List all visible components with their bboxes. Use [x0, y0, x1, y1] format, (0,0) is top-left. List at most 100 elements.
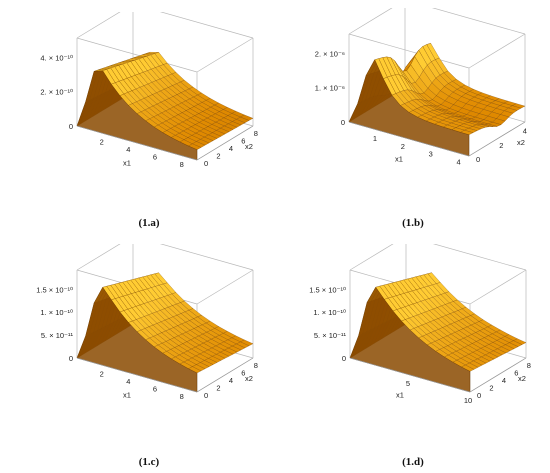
front-axes	[349, 357, 527, 393]
box-edge	[76, 12, 121, 39]
x2-axis-label: x2	[518, 374, 526, 383]
z-tick-label: 2. × 10⁻⁶	[315, 49, 345, 58]
surface-front-face	[76, 70, 198, 161]
box-edge	[76, 244, 121, 271]
box-edge	[196, 269, 254, 305]
x2-ticks: 0 2 4	[476, 127, 527, 164]
x1-tick-label: 2	[100, 370, 104, 379]
front-axes	[76, 357, 254, 393]
surface-mesh	[76, 272, 254, 393]
x1-axis-label: x1	[395, 154, 403, 163]
x1-tick-label: 10	[464, 396, 472, 405]
z-ticks: 0 1. × 10⁻⁶ 2. × 10⁻⁶	[315, 49, 345, 127]
z-ticks: 0 5. × 10⁻¹¹ 1. × 10⁻¹⁰ 1.5 × 10⁻¹⁰	[36, 285, 73, 363]
x2-axis-line	[469, 357, 527, 393]
x1-tick-label: 2	[100, 138, 104, 147]
front-axes	[348, 121, 526, 157]
x2-tick-label: 2	[216, 151, 220, 160]
caption-1c: (1.c)	[138, 456, 160, 468]
surface-mesh	[348, 42, 526, 157]
x2-tick-label: 6	[241, 136, 245, 145]
z-tick-label: 0	[69, 354, 73, 363]
x1-tick-label: 6	[153, 385, 157, 394]
x2-axis-line	[196, 357, 254, 393]
z-ticks: 0 5. × 10⁻¹¹ 1. × 10⁻¹⁰ 1.5 × 10⁻¹⁰	[309, 285, 346, 363]
x2-tick-label: 6	[241, 368, 245, 377]
x1-tick-label: 2	[401, 142, 405, 151]
box-edge	[159, 244, 254, 271]
x2-tick-label: 8	[254, 361, 258, 370]
surface-mesh	[76, 51, 254, 161]
box-edge	[76, 37, 198, 73]
x2-axis-label: x2	[517, 138, 525, 147]
x2-axis-line	[468, 121, 526, 157]
surface-front-face	[349, 286, 471, 393]
box-edge	[348, 8, 393, 35]
x1-ticks: 2 4 6 8	[100, 370, 184, 402]
x2-axis-line	[196, 125, 254, 161]
x1-tick-label: 8	[180, 160, 184, 169]
x1-tick-label: 3	[429, 150, 433, 159]
box-edge	[431, 8, 526, 35]
x1-axis-line	[348, 121, 470, 157]
x2-tick-label: 4	[502, 376, 506, 385]
box-edge	[348, 33, 470, 69]
z-tick-label: 1. × 10⁻¹⁰	[313, 308, 346, 317]
z-tick-label: 1. × 10⁻¹⁰	[40, 308, 73, 317]
box-edge	[349, 244, 394, 271]
x2-tick-label: 8	[254, 129, 258, 138]
x1-axis-line	[76, 125, 198, 161]
x1-axis-label: x1	[123, 158, 131, 167]
z-tick-label: 1.5 × 10⁻¹⁰	[309, 285, 346, 294]
x1-tick-label: 4	[126, 145, 130, 154]
z-ticks: 0 2. × 10⁻¹⁰ 4. × 10⁻¹⁰	[40, 53, 73, 131]
z-tick-label: 1. × 10⁻⁶	[315, 84, 345, 93]
box-edge	[159, 12, 254, 39]
x1-tick-label: 5	[406, 379, 410, 388]
x2-tick-label: 0	[204, 159, 208, 168]
surface-plot-1a: 2 4 6 8 x1 0 2 4 6 8 x2 0 2. × 10⁻¹⁰ 4. × 10⁻¹⁰	[17, 12, 267, 182]
x1-ticks: 2 4 6 8	[100, 138, 184, 170]
surface-plot-1c: 2 4 6 8 x1 0 2 4 6 8 x2 0 5. × 10⁻¹¹ 1. × 10⁻¹⁰ 1.5 × …	[17, 244, 267, 414]
front-axes	[76, 125, 254, 161]
surface-plot-1b: 1 2 3 4 x1 0 2 4 x2 0 1. × 10⁻⁶ 2. × 10⁻⁶	[289, 8, 539, 178]
x2-axis-label: x2	[245, 374, 253, 383]
z-tick-label: 0	[69, 122, 73, 131]
x2-tick-label: 0	[204, 391, 208, 400]
x2-tick-label: 0	[477, 391, 481, 400]
box-edge	[196, 37, 254, 73]
x1-tick-label: 4	[457, 158, 461, 167]
x1-tick-label: 1	[373, 134, 377, 143]
x2-tick-label: 0	[476, 155, 480, 164]
x2-tick-label: 4	[229, 144, 233, 153]
x1-axis-label: x1	[123, 390, 131, 399]
x1-ticks: 1 2 3 4	[373, 134, 461, 167]
x2-tick-label: 2	[489, 383, 493, 392]
caption-1a: (1.a)	[138, 217, 160, 229]
box-edge	[468, 33, 526, 69]
x2-tick-label: 4	[229, 376, 233, 385]
z-tick-label: 1.5 × 10⁻¹⁰	[36, 285, 73, 294]
caption-1b: (1.b)	[402, 217, 424, 229]
z-tick-label: 5. × 10⁻¹¹	[314, 331, 347, 340]
x1-axis-line	[349, 357, 471, 393]
z-tick-label: 5. × 10⁻¹¹	[41, 331, 74, 340]
caption-1d: (1.d)	[402, 456, 424, 468]
surface-plot-2: 1 2 3 4 x1 0 2 4 x2 0 1. × 10⁻⁶ 2. × 10⁻⁶	[315, 8, 527, 167]
surface-front-face	[348, 59, 470, 157]
surface-plot-1d: 5 10 x1 0 2 4 6 8 x2 0 5. × 10⁻¹¹ 1. × 10⁻¹⁰ 1.5 × 1…	[290, 244, 540, 414]
z-tick-label: 4. × 10⁻¹⁰	[40, 53, 73, 62]
x2-tick-label: 8	[527, 361, 531, 370]
z-tick-label: 0	[342, 354, 346, 363]
x1-axis-line	[76, 357, 198, 393]
x1-tick-label: 6	[153, 153, 157, 162]
x1-axis-label: x1	[396, 390, 404, 399]
x1-ticks: 5 10	[406, 379, 472, 405]
box-edge	[469, 269, 527, 305]
x1-tick-label: 8	[180, 392, 184, 401]
